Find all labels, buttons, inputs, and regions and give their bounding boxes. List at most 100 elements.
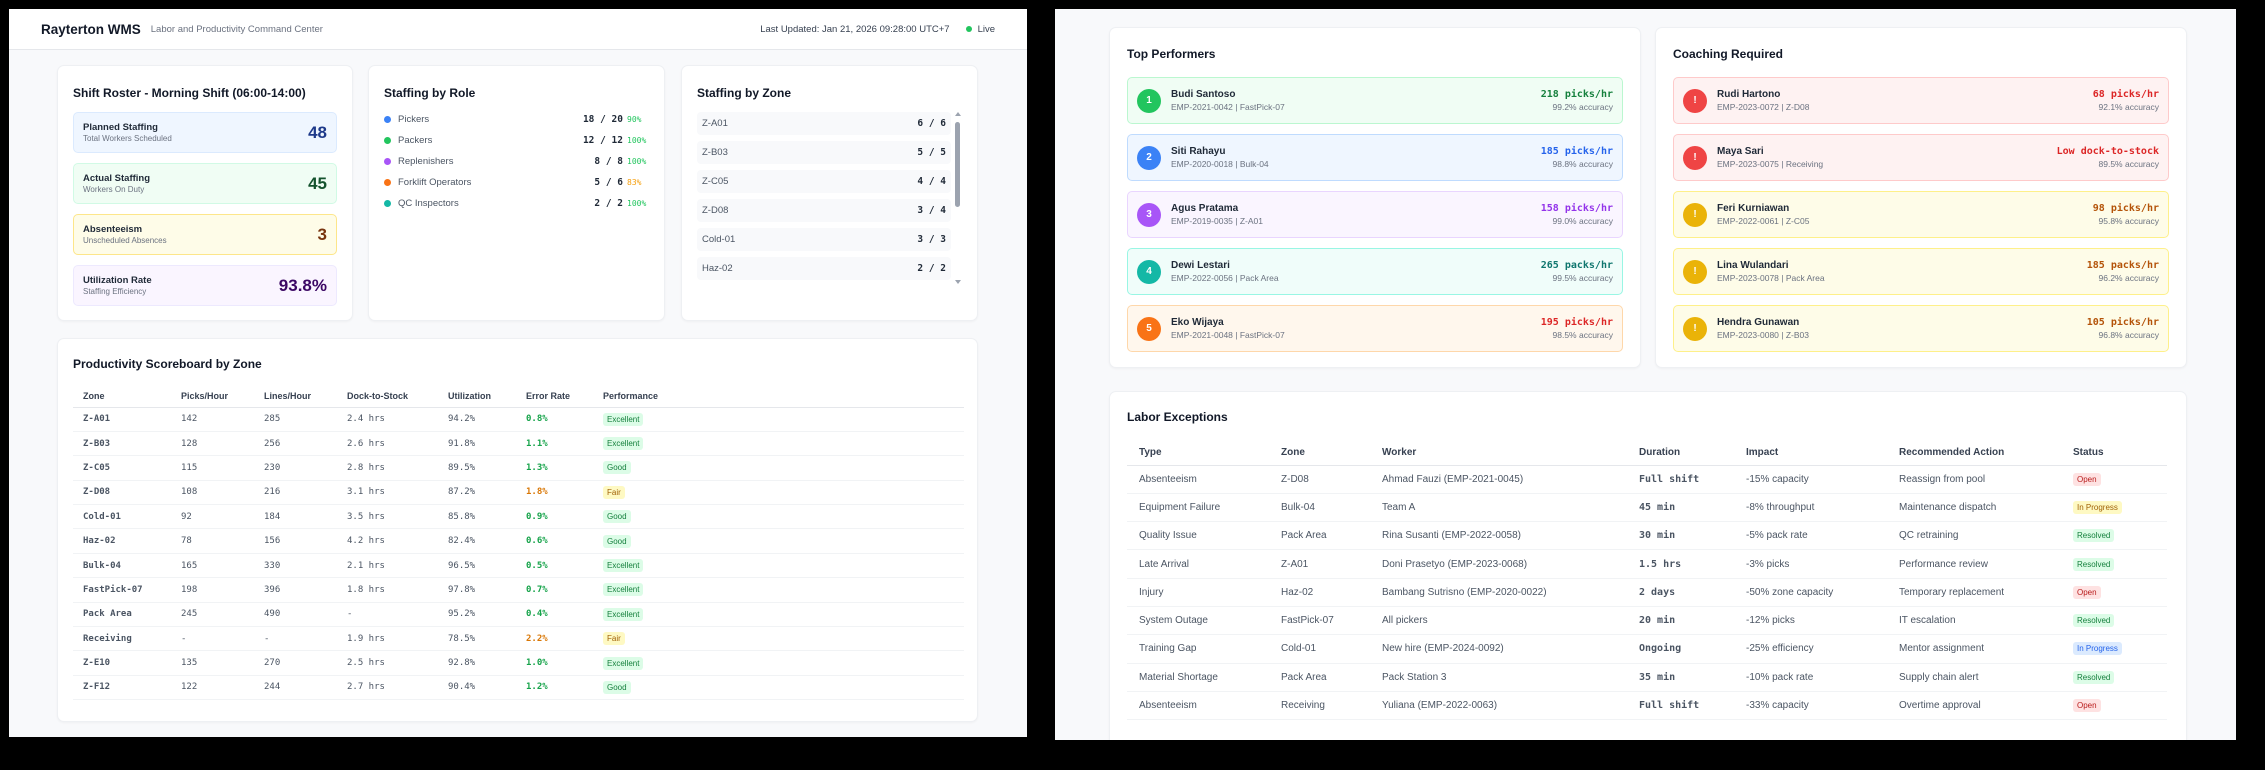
- column-header[interactable]: Impact: [1734, 440, 1887, 466]
- coaching-item[interactable]: ! Feri Kurniawan EMP-2022-0061 | Z-C05 98 p…: [1673, 191, 2169, 238]
- performance-cell: Good: [593, 504, 964, 530]
- role-percent: 83%: [627, 178, 642, 187]
- column-header[interactable]: Dock-to-Stock: [337, 385, 438, 408]
- zone-count: 3 / 3: [917, 234, 946, 245]
- status-cell: Resolved: [2061, 663, 2167, 692]
- performance-badge: Fair: [603, 632, 625, 646]
- zone-row: Z-A01 6 / 6: [697, 112, 951, 135]
- scroll-up-arrow-icon[interactable]: [955, 112, 961, 116]
- zone-link[interactable]: Z-E10: [73, 650, 171, 676]
- column-header[interactable]: Duration: [1627, 440, 1734, 466]
- stat-utilization-rate: Utilization Rate Staffing Efficiency 93.8…: [73, 265, 337, 306]
- table-row: Cold-01 92 184 3.5 hrs 85.8% 0.9% Good: [73, 504, 964, 530]
- picks-per-hour: 122: [171, 675, 254, 701]
- coaching-item[interactable]: ! Rudi Hartono EMP-2023-0072 | Z-D08 68 pic…: [1673, 77, 2169, 124]
- zone-link[interactable]: Bulk-04: [73, 553, 171, 579]
- rank-badge: 4: [1137, 259, 1161, 284]
- performance-cell: Good: [593, 528, 964, 554]
- scroll-down-arrow-icon[interactable]: [955, 280, 961, 284]
- zone-link[interactable]: Z-F12: [73, 675, 171, 701]
- performer-accuracy: 89.5% accuracy: [2098, 159, 2159, 169]
- recommended-action: Performance review: [1887, 549, 2061, 579]
- table-row: Training Gap Cold-01 New hire (EMP-2024-00…: [1127, 634, 2167, 664]
- staffing-by-zone-card: Staffing by Zone Z-A01 6 / 6 Z-B03 5 / 5 Z-C…: [681, 65, 978, 321]
- recommended-action: IT escalation: [1887, 606, 2061, 636]
- status-cell: Open: [2061, 691, 2167, 721]
- column-header[interactable]: Type: [1127, 440, 1269, 466]
- performer-metric: Low dock-to-stock: [2056, 146, 2159, 157]
- performer-item[interactable]: 4 Dewi Lestari EMP-2022-0056 | Pack Area 26…: [1127, 248, 1623, 295]
- status-cell: Resolved: [2061, 521, 2167, 551]
- card-title: Coaching Required: [1673, 47, 1784, 61]
- zone-link[interactable]: Pack Area: [73, 602, 171, 628]
- zone-list[interactable]: Z-A01 6 / 6 Z-B03 5 / 5 Z-C05 4 / 4 Z-D08 3 / 4…: [697, 112, 962, 284]
- column-header[interactable]: Recommended Action: [1887, 440, 2061, 466]
- lines-per-hour: 244: [254, 675, 337, 701]
- zone-name: Haz-02: [702, 263, 733, 274]
- zone-link[interactable]: Cold-01: [73, 504, 171, 530]
- column-header[interactable]: Zone: [73, 385, 171, 408]
- performer-item[interactable]: 5 Eko Wijaya EMP-2021-0048 | FastPick-07 19…: [1127, 305, 1623, 352]
- coaching-item[interactable]: ! Hendra Gunawan EMP-2023-0080 | Z-B03 105 …: [1673, 305, 2169, 352]
- performer-accuracy: 96.2% accuracy: [2098, 273, 2159, 283]
- zone-count: 4 / 4: [917, 176, 946, 187]
- coaching-item[interactable]: ! Lina Wulandari EMP-2023-0078 | Pack Area…: [1673, 248, 2169, 295]
- zone-link[interactable]: Receiving: [73, 626, 171, 652]
- performer-item[interactable]: 3 Agus Pratama EMP-2019-0035 | Z-A01 158 pi…: [1127, 191, 1623, 238]
- coaching-item[interactable]: ! Maya Sari EMP-2023-0075 | Receiving Low d…: [1673, 134, 2169, 181]
- performer-stats: Low dock-to-stock 89.5% accuracy: [2057, 146, 2159, 169]
- table-row: Quality Issue Pack Area Rina Susanti (EMP-…: [1127, 521, 2167, 551]
- table-row: Z-E10 135 270 2.5 hrs 92.8% 1.0% Excellent: [73, 650, 964, 676]
- zone-count: 3 / 4: [917, 205, 946, 216]
- stat-value: 45: [308, 173, 327, 193]
- rank-badge: 3: [1137, 202, 1161, 227]
- exception-duration: 35 min: [1627, 663, 1734, 692]
- zone-link[interactable]: FastPick-07: [73, 577, 171, 603]
- performance-badge: Excellent: [603, 583, 644, 597]
- utilization: 97.8%: [438, 577, 516, 603]
- column-header[interactable]: Status: [2061, 440, 2167, 466]
- column-header[interactable]: Utilization: [438, 385, 516, 408]
- performance-cell: Excellent: [593, 407, 964, 432]
- performer-item[interactable]: 1 Budi Santoso EMP-2021-0042 | FastPick-07…: [1127, 77, 1623, 124]
- zone-list-scrollbar[interactable]: [954, 112, 962, 284]
- zone-row: Haz-02 2 / 2: [697, 257, 951, 280]
- column-header[interactable]: Error Rate: [516, 385, 593, 408]
- performer-accuracy: 99.5% accuracy: [1552, 273, 1613, 283]
- table-row: Equipment Failure Bulk-04 Team A 45 min -8% …: [1127, 493, 2167, 523]
- alert-icon: !: [1683, 145, 1707, 170]
- role-name: QC Inspectors: [398, 198, 459, 209]
- column-header[interactable]: Performance: [593, 385, 964, 408]
- recommended-action: Temporary replacement: [1887, 578, 2061, 607]
- zone-link[interactable]: Z-C05: [73, 455, 171, 481]
- error-rate: 1.1%: [516, 431, 593, 457]
- column-header[interactable]: Picks/Hour: [171, 385, 254, 408]
- table-row: Z-F12 122 244 2.7 hrs 90.4% 1.2% Good: [73, 675, 964, 701]
- table-row: Late Arrival Z-A01 Doni Prasetyo (EMP-2023…: [1127, 549, 2167, 579]
- column-header[interactable]: Lines/Hour: [254, 385, 337, 408]
- app-subtitle: Labor and Productivity Command Center: [150, 23, 323, 35]
- column-header[interactable]: Worker: [1370, 440, 1627, 466]
- status-badge: Resolved: [2073, 529, 2115, 543]
- performer-item[interactable]: 2 Siti Rahayu EMP-2020-0018 | Bulk-04 185 p…: [1127, 134, 1623, 181]
- error-rate: 1.3%: [516, 455, 593, 481]
- performance-badge: Good: [603, 510, 631, 524]
- zone-link[interactable]: Z-D08: [73, 480, 171, 506]
- status-badge: In Progress: [2073, 642, 2122, 656]
- exception-zone: Z-D08: [1269, 465, 1370, 494]
- column-header[interactable]: Zone: [1269, 440, 1370, 466]
- zone-link[interactable]: Haz-02: [73, 528, 171, 554]
- scroll-thumb[interactable]: [955, 122, 960, 207]
- zone-link[interactable]: Z-B03: [73, 431, 171, 457]
- status-cell: In Progress: [2061, 634, 2167, 664]
- performer-accuracy: 99.0% accuracy: [1552, 216, 1613, 226]
- performer-metric: 218 picks/hr: [1540, 89, 1613, 100]
- performance-badge: Excellent: [603, 437, 644, 451]
- performer-meta: EMP-2023-0072 | Z-D08: [1717, 102, 1810, 112]
- zone-link[interactable]: Z-A01: [73, 407, 171, 432]
- table-row: Receiving - -1.9 hrs 78.5% 2.2% Fair: [73, 626, 964, 652]
- table-row: Z-A01 142 285 2.4 hrs 94.2% 0.8% Excellent: [73, 407, 964, 432]
- exception-zone: Haz-02: [1269, 578, 1370, 607]
- shift-roster-card: Shift Roster - Morning Shift (06:00-14:0…: [57, 65, 353, 321]
- table-row: Z-D08 108 216 3.1 hrs 87.2% 1.8% Fair: [73, 480, 964, 506]
